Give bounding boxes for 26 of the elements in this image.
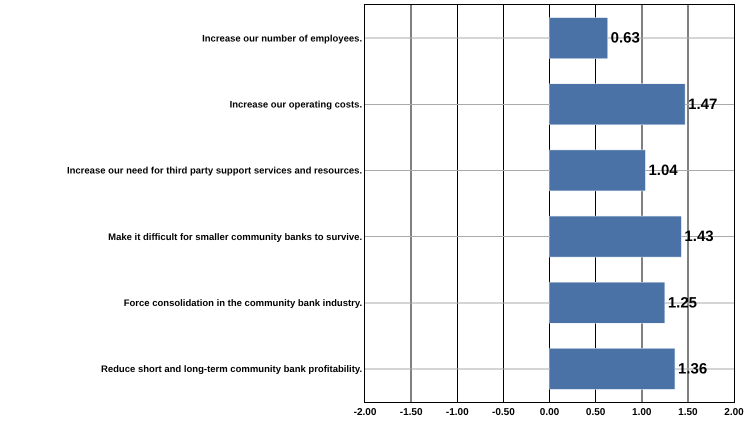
data-label: 1.36: [678, 360, 708, 378]
bar: [549, 216, 682, 258]
bar: [549, 83, 686, 126]
data-label: 1.04: [648, 162, 678, 179]
bar: [549, 17, 608, 59]
y-tick-label: Make it difficult for smaller community banks to survive.: [108, 232, 362, 243]
y-tick-label: Reduce short and long-term community bank profitability.: [100, 364, 362, 376]
y-tick-label: Increase our number of employees.: [202, 33, 362, 44]
bar: [549, 150, 646, 192]
x-tick-label: 1.50: [678, 407, 698, 418]
bar: [549, 348, 676, 390]
x-tick-label: 0.50: [586, 407, 606, 418]
bar: [549, 282, 666, 324]
y-tick-label: Increase our operating costs.: [230, 100, 362, 111]
x-tick-label: -0.50: [492, 407, 516, 418]
x-tick-label: 2.00: [724, 407, 744, 418]
x-tick-label: 1.00: [632, 407, 652, 418]
data-label: 0.63: [610, 30, 640, 47]
data-label: 1.25: [668, 294, 698, 312]
x-tick-label: 0.00: [540, 407, 560, 418]
y-tick-label: Increase our need for third party support services and resources.: [66, 166, 362, 177]
data-label: 1.47: [688, 96, 718, 113]
x-tick-label: -1.50: [400, 407, 423, 418]
x-tick-label: -1.00: [446, 407, 470, 418]
y-tick-label: Force consolidation in the community bank industry.: [124, 298, 362, 310]
x-tick-label: -2.00: [354, 407, 377, 418]
